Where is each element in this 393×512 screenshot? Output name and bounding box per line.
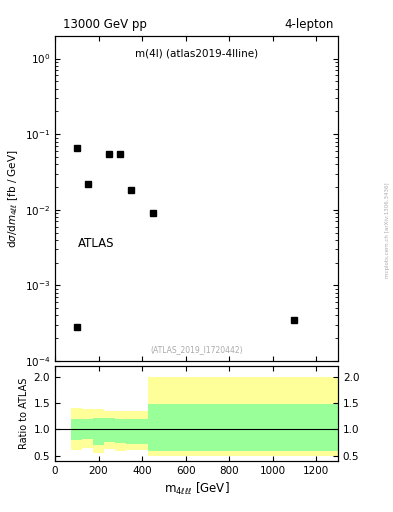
Text: (ATLAS_2019_I1720442): (ATLAS_2019_I1720442)	[150, 346, 243, 354]
X-axis label: m$_{4\ell\ell\ell}$ [GeV]: m$_{4\ell\ell\ell}$ [GeV]	[163, 481, 230, 497]
Bar	[82, 409, 93, 447]
Bar	[93, 418, 104, 445]
Bar	[72, 419, 82, 440]
Text: m(4l) (atlas2019-4lline): m(4l) (atlas2019-4lline)	[135, 49, 258, 59]
Bar	[82, 419, 93, 439]
Text: 13000 GeV pp: 13000 GeV pp	[63, 18, 147, 31]
Y-axis label: Ratio to ATLAS: Ratio to ATLAS	[19, 378, 29, 449]
Text: mcplots.cern.ch [arXiv:1306.3436]: mcplots.cern.ch [arXiv:1306.3436]	[385, 183, 389, 278]
Bar	[72, 408, 82, 450]
Bar	[147, 377, 338, 456]
Bar	[104, 411, 115, 449]
Bar	[126, 411, 147, 450]
Bar	[115, 419, 126, 443]
Text: ATLAS: ATLAS	[78, 238, 114, 250]
Y-axis label: d$\sigma$/d$m_{4\ell\ell}$ [fb / GeV]: d$\sigma$/d$m_{4\ell\ell}$ [fb / GeV]	[7, 149, 20, 248]
Bar	[104, 418, 115, 442]
Bar	[115, 411, 126, 452]
Bar	[147, 404, 338, 452]
Text: 4-lepton: 4-lepton	[285, 18, 334, 31]
Bar	[93, 409, 104, 453]
Bar	[126, 419, 147, 444]
